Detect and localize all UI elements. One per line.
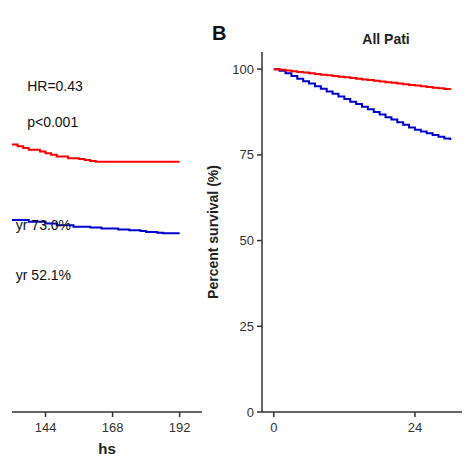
y-tick xyxy=(257,68,262,70)
x-tick xyxy=(179,412,181,417)
x-tick-label: 168 xyxy=(102,420,124,435)
annotation: B xyxy=(212,22,226,44)
panel-0: 144 168 192 hs HR=0.43 p<0.001 yr 52.1% yr 73.0… xyxy=(12,78,202,457)
y-tick-label: 100 xyxy=(232,62,254,77)
x-axis xyxy=(262,411,462,413)
annotation: p<0.001 xyxy=(27,114,78,130)
x-tick-label: 192 xyxy=(169,420,191,435)
y-tick xyxy=(257,240,262,242)
x-tick xyxy=(273,412,275,417)
survival-curve xyxy=(274,69,450,90)
y-axis xyxy=(261,52,263,412)
x-tick xyxy=(112,412,114,417)
y-tick-label: 50 xyxy=(240,233,254,248)
chart: 144 168 192 hs HR=0.43 p<0.001 yr 52.1% yr 73.0… xyxy=(0,0,474,474)
y-tick-label: 0 xyxy=(247,405,254,420)
y-axis-label: Percent survival (%) xyxy=(205,165,221,299)
y-tick xyxy=(257,411,262,413)
y-tick-label: 25 xyxy=(240,319,254,334)
x-tick-label: 144 xyxy=(35,420,57,435)
y-tick xyxy=(257,154,262,156)
annotation: yr 52.1% xyxy=(16,267,71,283)
panel-1: 0 24 0 25 50 75 100 Percent survival (%) All Pat… xyxy=(205,22,462,435)
x-axis-label: hs xyxy=(98,440,116,457)
x-tick xyxy=(414,412,416,417)
series-group xyxy=(12,145,180,234)
x-tick-label: 24 xyxy=(408,420,422,435)
x-tick xyxy=(45,412,47,417)
annotation: yr 73.0% xyxy=(16,217,71,233)
title: All Pati xyxy=(362,31,409,47)
x-axis xyxy=(12,411,202,413)
y-tick-label: 75 xyxy=(240,147,254,162)
survival-curve xyxy=(12,145,180,162)
x-tick-label: 0 xyxy=(270,420,277,435)
survival-curve xyxy=(274,69,450,140)
y-tick xyxy=(257,326,262,328)
series-group xyxy=(274,69,450,140)
annotation: HR=0.43 xyxy=(27,78,83,94)
